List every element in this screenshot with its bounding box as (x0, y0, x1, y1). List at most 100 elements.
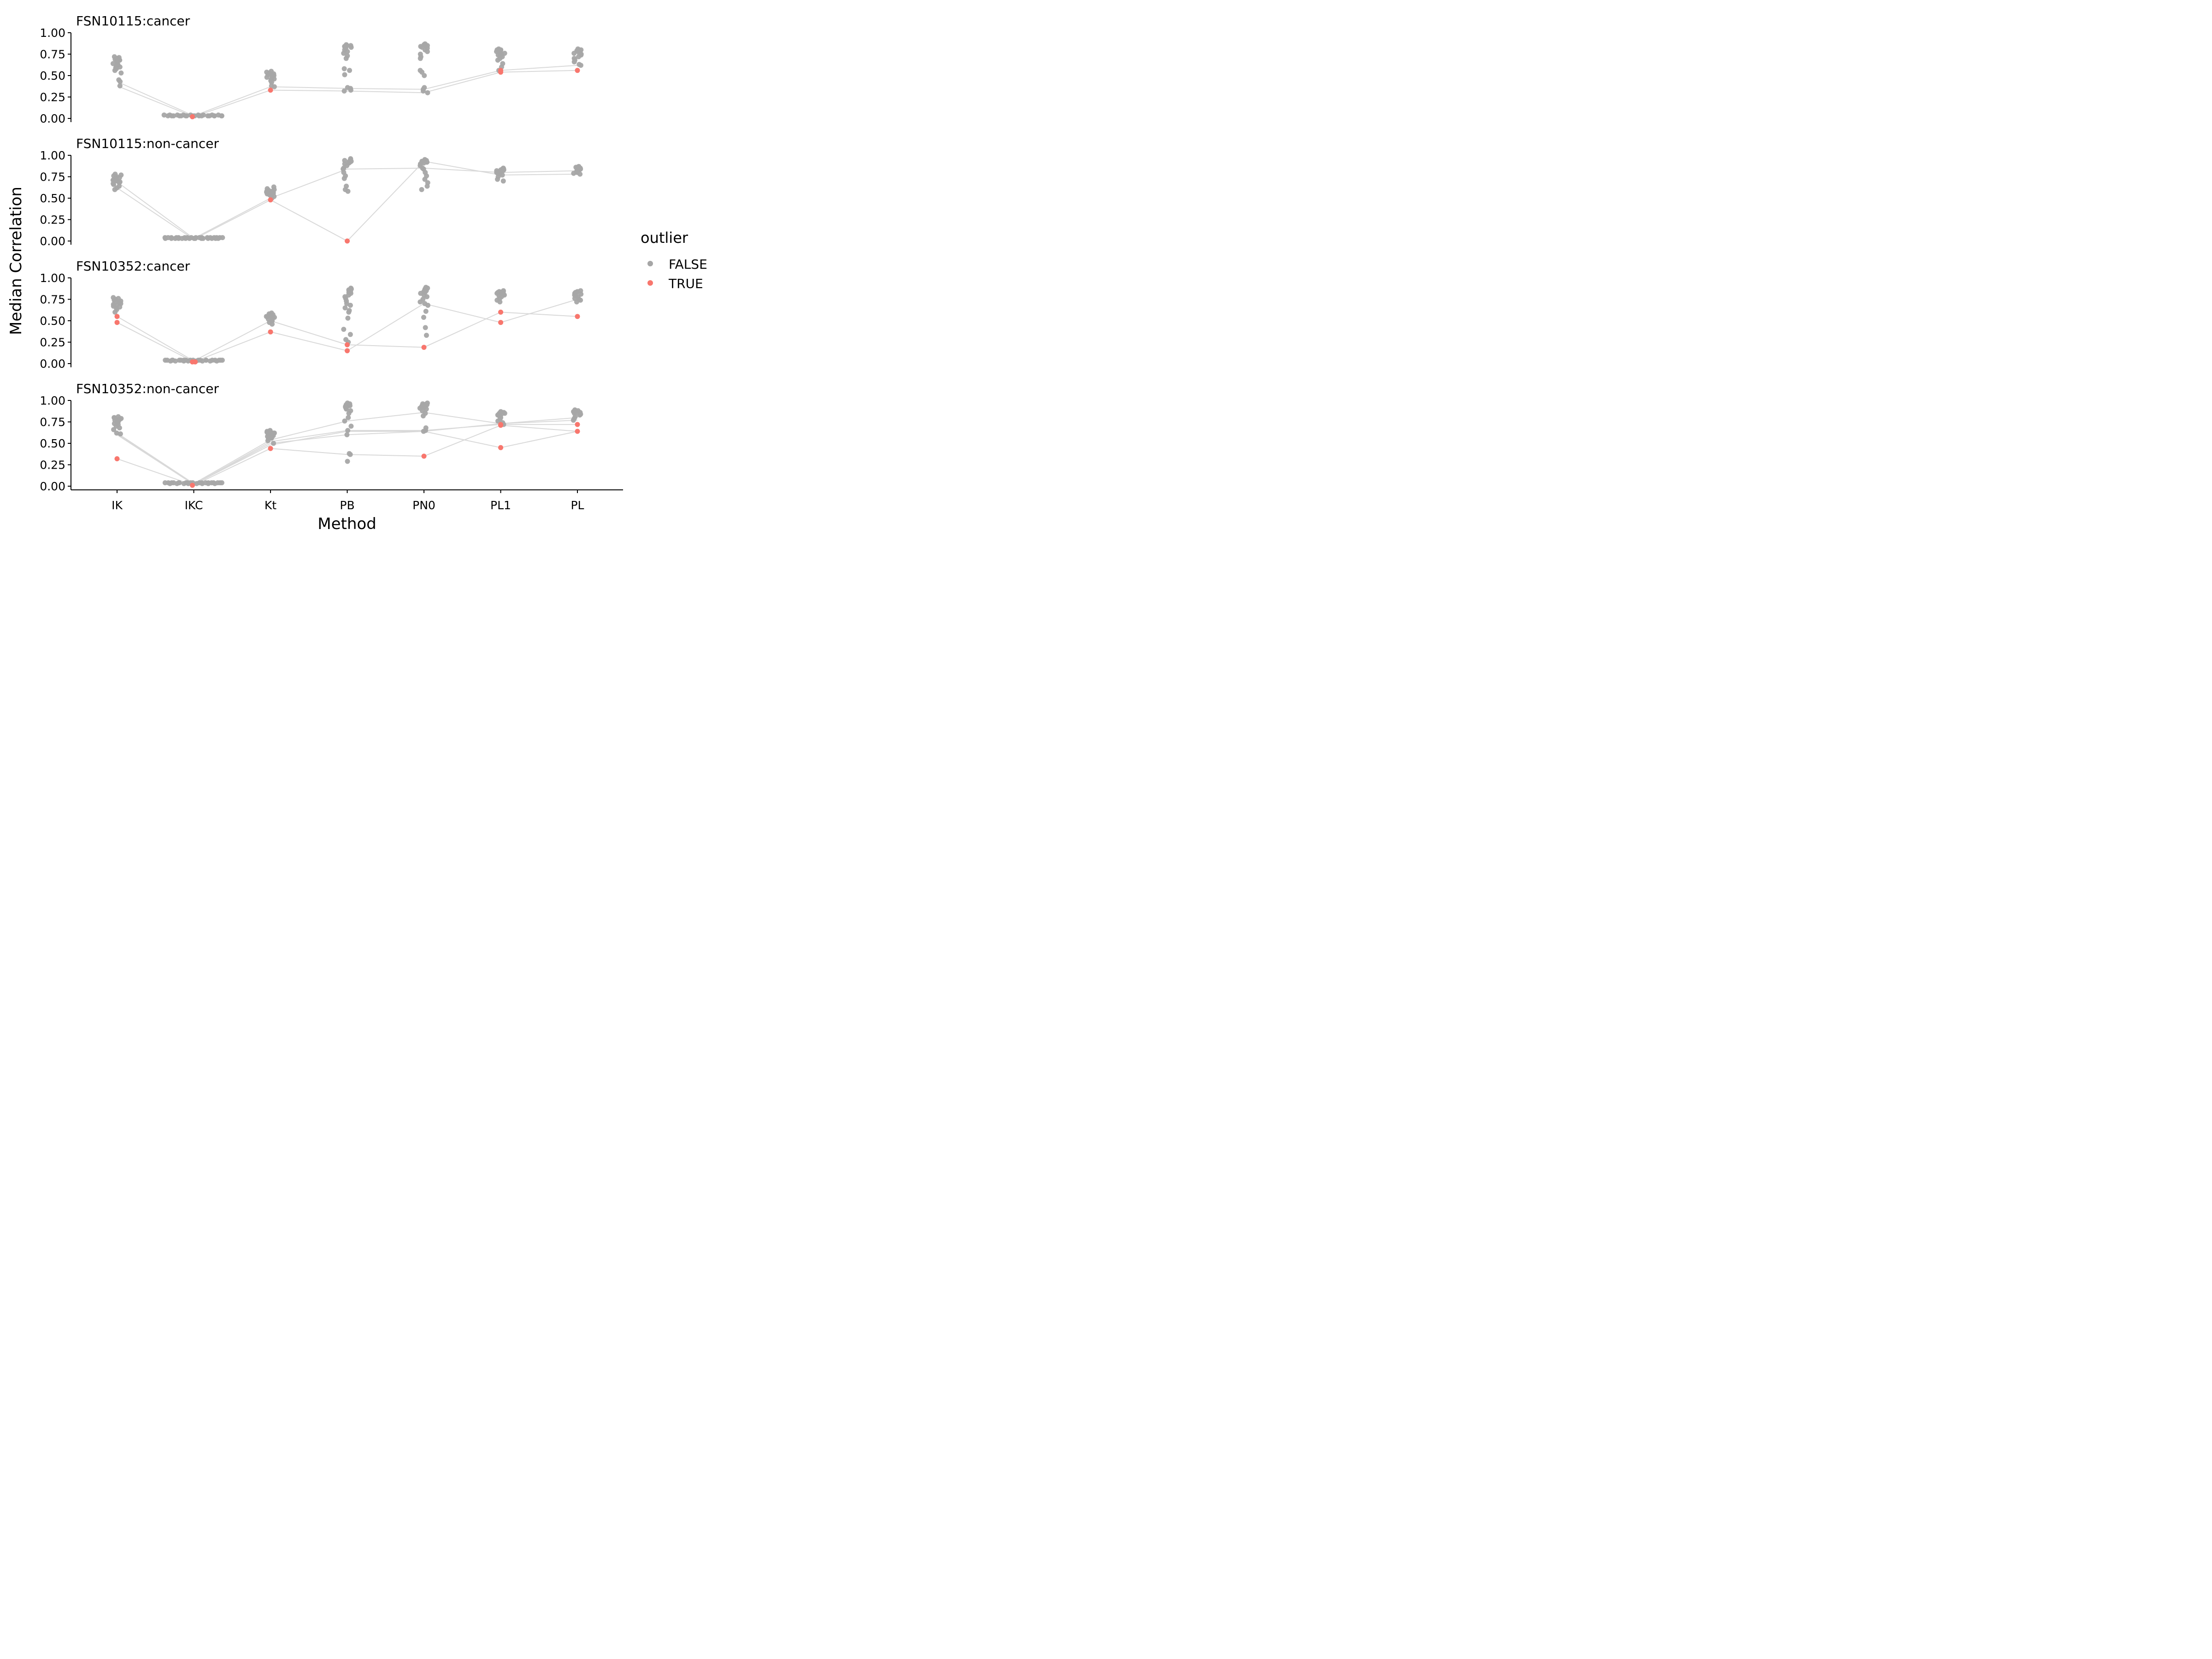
point-true (498, 320, 503, 325)
point-false (343, 56, 349, 61)
point-false (571, 418, 576, 423)
x-tick-label: PB (340, 499, 354, 512)
point-true (190, 114, 195, 119)
point-false (118, 431, 123, 436)
point-false (344, 432, 350, 437)
point-false (424, 333, 429, 338)
point-false (571, 171, 577, 176)
y-tick-label: 0.50 (40, 192, 65, 205)
y-tick-label: 0.75 (40, 416, 65, 429)
point-true (421, 453, 427, 459)
chart-root: FSN10115:cancer 0.00 0.25 0.50 0.75 1.00 FSN10… (0, 0, 723, 542)
point-false (342, 418, 347, 424)
y-tick-label: 0.50 (40, 314, 65, 328)
point-false (424, 294, 429, 300)
y-tick-label: 1.00 (40, 394, 65, 407)
panel-fsn10115-cancer: FSN10115:cancer 0.00 0.25 0.50 0.75 1.00 (40, 13, 584, 125)
point-false (423, 325, 428, 330)
point-false (203, 358, 209, 363)
faceted-scatter-chart: FSN10115:cancer0.000.250.500.751.00FSN10… (7, 13, 707, 533)
point-false (111, 427, 117, 432)
point-false (495, 176, 500, 182)
legend-title: outlier (641, 229, 688, 247)
point-false (425, 90, 430, 95)
point-false (578, 297, 583, 303)
point-false (117, 83, 123, 88)
point-true (498, 445, 503, 450)
point-false (271, 441, 276, 446)
point-false (571, 59, 577, 65)
point-false (212, 113, 217, 118)
point-false (576, 54, 581, 59)
connector-line (117, 160, 578, 242)
point-false (111, 182, 116, 187)
y-tick-label: 0.00 (40, 112, 65, 125)
y-tick-label: 0.00 (40, 357, 65, 371)
point-false (348, 424, 354, 429)
point-false (344, 406, 349, 412)
legend-label-false: FALSE (669, 257, 707, 272)
point-false (219, 480, 224, 486)
y-tick-label: 1.00 (40, 271, 65, 285)
point-false (500, 178, 506, 184)
point-false (219, 358, 225, 363)
point-false (497, 299, 503, 305)
point-true (268, 197, 273, 203)
point-false (345, 49, 350, 54)
point-false (418, 299, 423, 305)
point-false (578, 63, 583, 68)
point-false (342, 72, 347, 77)
connector-line (117, 431, 578, 485)
panel-title: FSN10115:cancer (76, 13, 190, 29)
point-false (346, 411, 352, 416)
point-false (424, 406, 429, 412)
legend: outlier FALSE TRUE (641, 229, 707, 291)
point-false (422, 73, 427, 78)
y-tick-label: 1.00 (40, 26, 65, 40)
point-false (341, 88, 347, 94)
point-false (577, 171, 583, 177)
y-tick-label: 0.25 (40, 336, 65, 349)
point-true (268, 88, 273, 93)
point-false (571, 51, 577, 56)
x-tick-label: IKC (185, 499, 203, 512)
point-true (498, 70, 503, 75)
x-tick-label: Kt (265, 499, 276, 512)
connector-line (117, 70, 578, 118)
panel-fsn10352-non-cancer: FSN10352:non-cancer 0.00 0.25 0.50 0.75 1.00 (40, 381, 583, 493)
point-false (348, 45, 354, 50)
point-false (345, 188, 351, 194)
point-false (574, 299, 579, 305)
panels-layer: FSN10115:cancer0.000.250.500.751.00FSN10… (40, 13, 584, 493)
point-false (345, 459, 350, 464)
point-false (347, 452, 353, 457)
point-false (219, 113, 224, 118)
point-false (265, 438, 271, 443)
y-tick-label: 0.75 (40, 293, 65, 306)
legend-label-true: TRUE (668, 276, 703, 291)
point-false (421, 429, 426, 434)
point-false (114, 430, 119, 436)
point-true (114, 456, 120, 461)
y-tick-label: 0.00 (40, 480, 65, 493)
point-true (268, 446, 273, 451)
point-true (268, 329, 273, 335)
point-true (345, 238, 350, 244)
y-tick-label: 0.25 (40, 459, 65, 472)
point-false (495, 58, 500, 63)
point-false (424, 49, 430, 54)
y-tick-label: 0.50 (40, 69, 65, 82)
panel-fsn10352-cancer: FSN10352:cancer 0.00 0.25 0.50 0.75 1.00 (40, 259, 584, 371)
point-false (347, 68, 352, 73)
y-tick-label: 0.25 (40, 91, 65, 104)
point-true (575, 314, 580, 319)
y-tick-label: 0.00 (40, 235, 65, 248)
point-false (173, 358, 178, 364)
point-false (345, 315, 351, 321)
panel-title: FSN10352:cancer (76, 259, 190, 274)
point-false (425, 303, 430, 308)
point-false (264, 75, 270, 80)
y-tick-label: 1.00 (40, 149, 65, 162)
point-false (341, 66, 347, 71)
point-false (420, 413, 426, 418)
